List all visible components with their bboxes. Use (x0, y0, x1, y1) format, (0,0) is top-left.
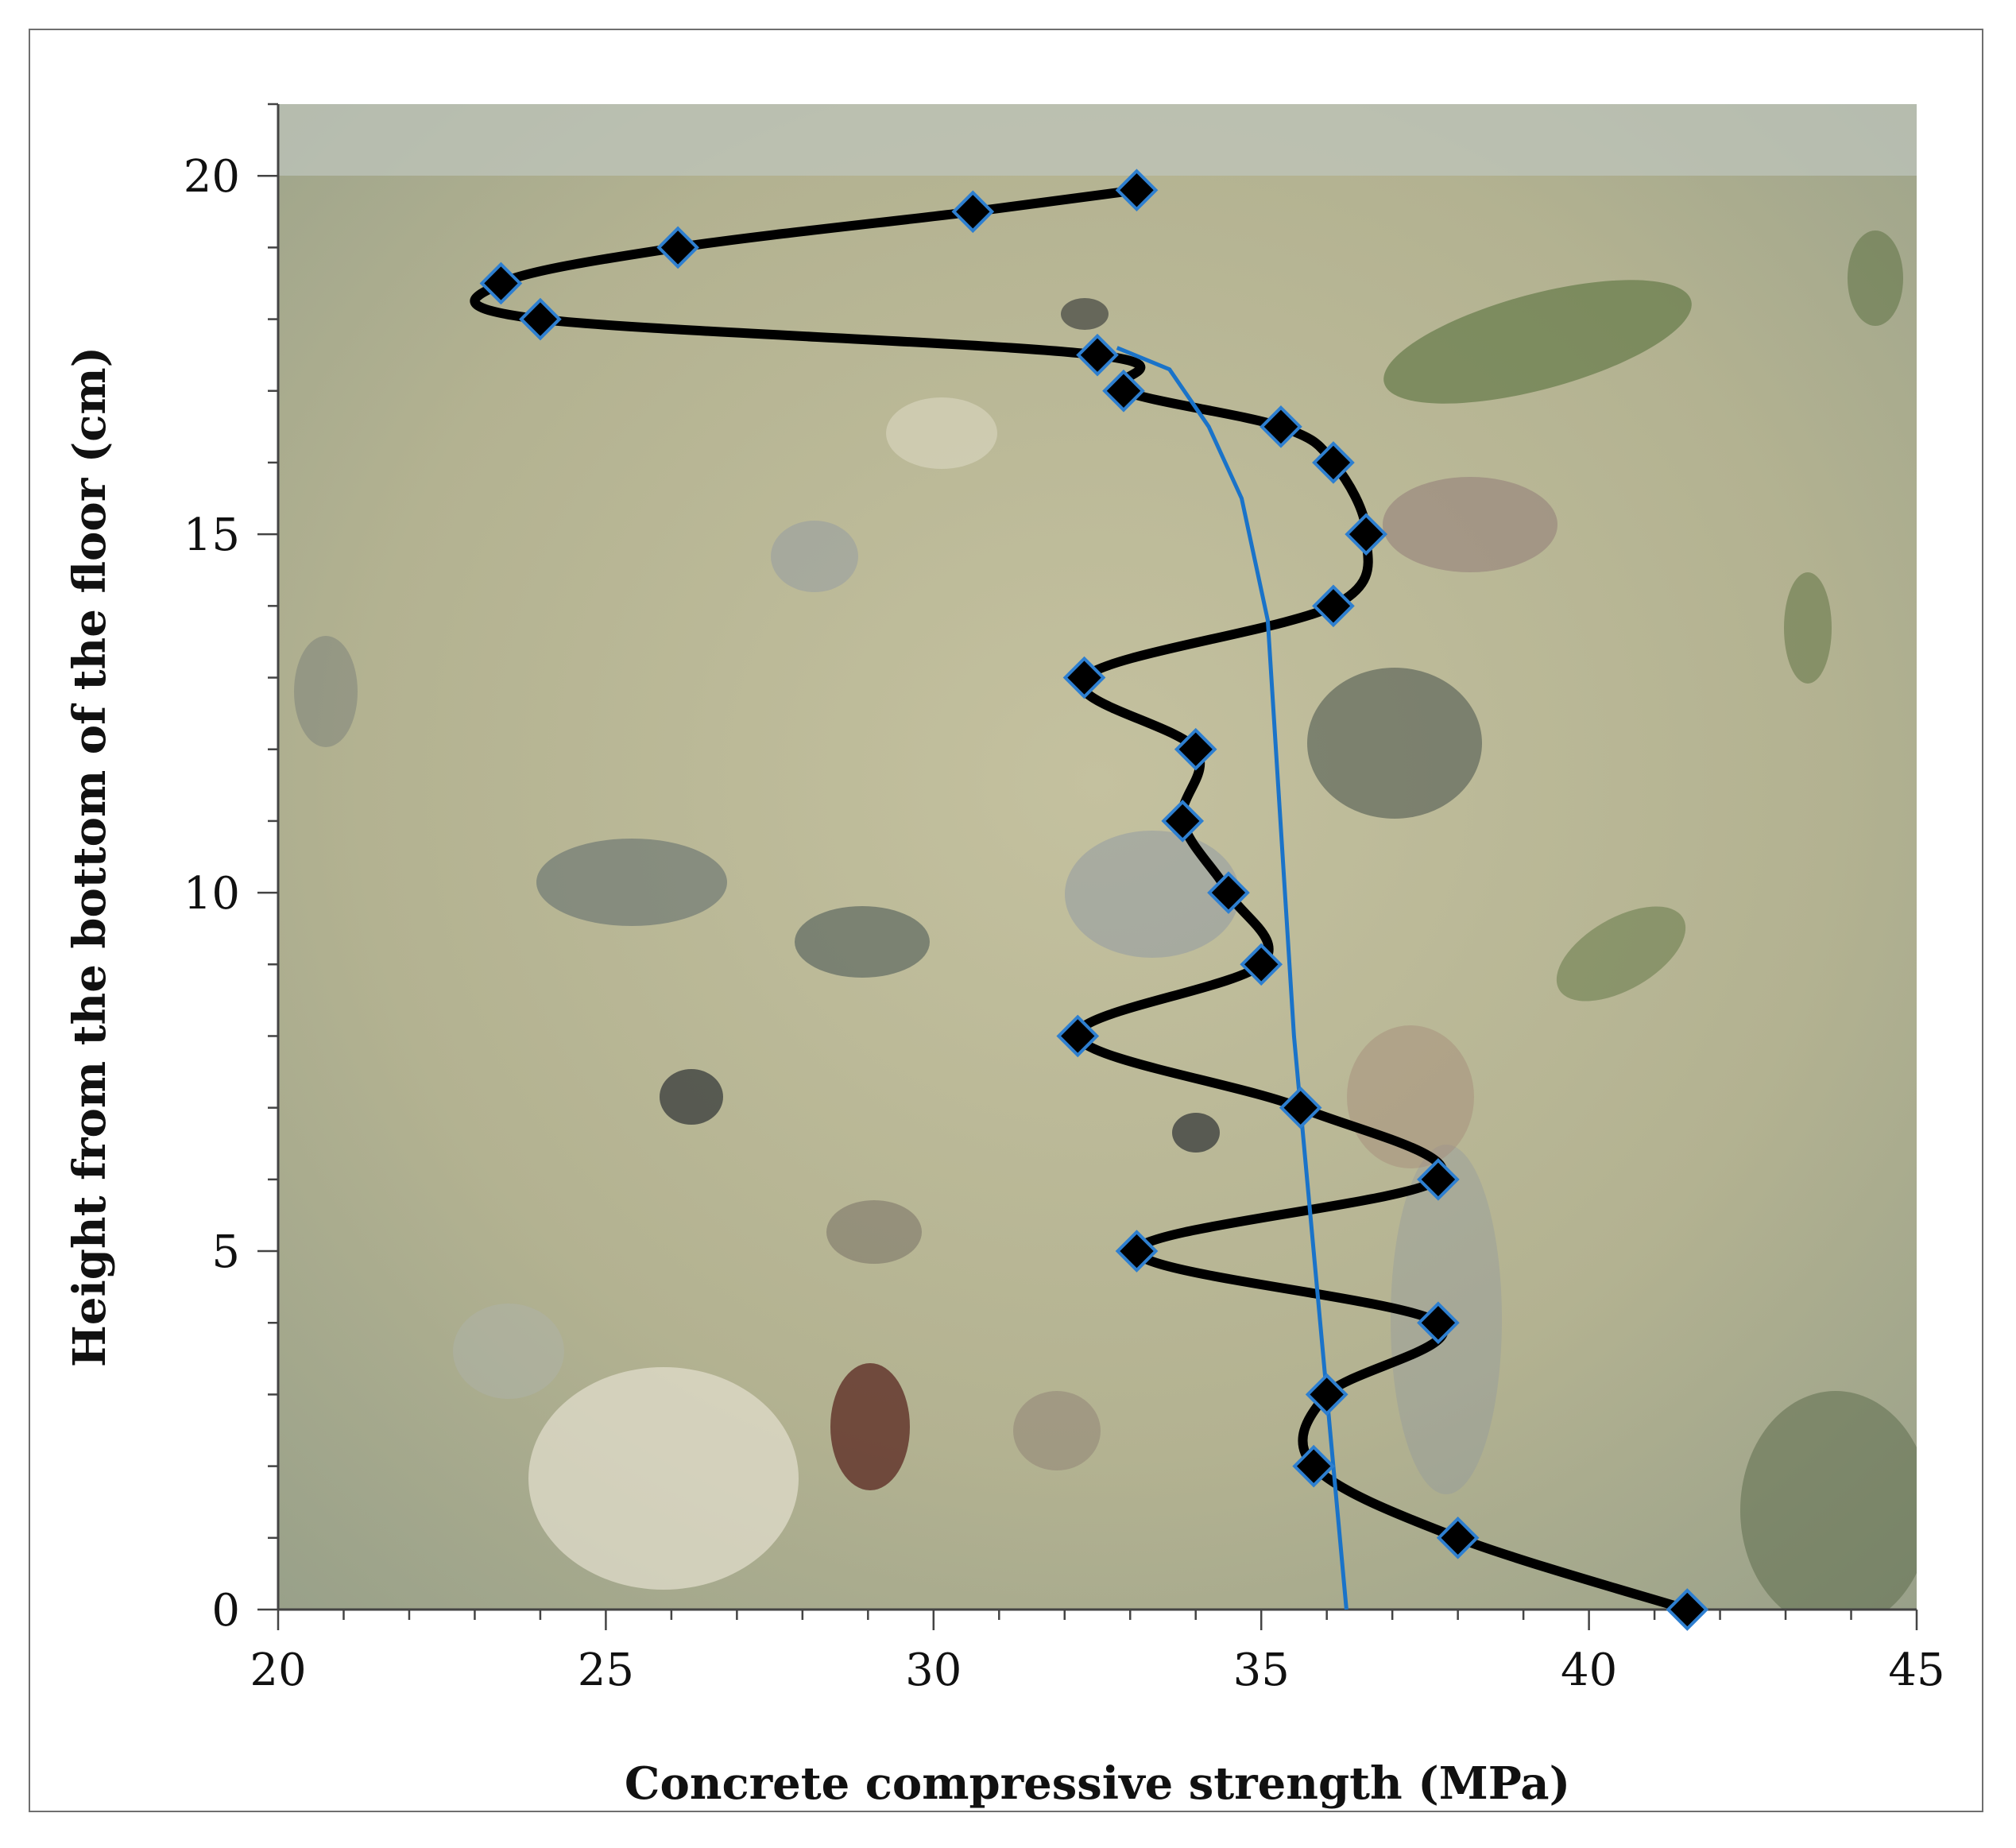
series-layer (470, 169, 1709, 1631)
data-point-marker (1305, 1373, 1349, 1416)
data-point-marker (1666, 1588, 1709, 1631)
data-point-marker (1062, 656, 1106, 699)
x-axis-title: Concrete compressive strength (MPa) (625, 1757, 1570, 1810)
data-point-marker (1240, 943, 1283, 986)
x-tick-label: 40 (1561, 1645, 1617, 1696)
y-tick-label: 15 (184, 509, 240, 561)
data-point-marker (1417, 1301, 1460, 1345)
data-point-marker (1312, 441, 1355, 484)
data-point-marker (1292, 1444, 1336, 1488)
data-point-marker (1076, 333, 1119, 377)
trend-line (1116, 346, 1349, 1610)
data-point-marker (1115, 1230, 1159, 1273)
data-point-marker (1207, 871, 1250, 914)
x-tick-label: 25 (578, 1645, 634, 1696)
y-tick-label: 20 (184, 151, 240, 203)
y-tick-label: 0 (211, 1585, 240, 1637)
y-tick-label: 10 (184, 868, 240, 920)
x-tick-label: 20 (250, 1645, 306, 1696)
data-point-marker (1161, 800, 1205, 843)
data-point-marker (1345, 513, 1387, 556)
x-tick-label: 30 (905, 1645, 962, 1696)
data-point-marker (1312, 584, 1355, 628)
x-tick-label: 45 (1888, 1645, 1944, 1696)
data-point-marker (1174, 727, 1217, 771)
data-point-marker (1417, 1158, 1460, 1201)
y-axis-title: Height from the bottom of the floor (cm) (64, 347, 116, 1367)
axes (277, 104, 1917, 1611)
y-tick-label: 5 (211, 1226, 240, 1278)
concrete-background-photo (278, 104, 1917, 1610)
data-point-marker (479, 262, 523, 305)
data-point-marker (1436, 1516, 1480, 1559)
data-point-marker (519, 297, 562, 341)
data-point-marker (1102, 369, 1145, 413)
data-point-marker (1115, 169, 1159, 212)
data-point-marker (1279, 1086, 1322, 1129)
data-point-marker (656, 226, 699, 269)
data-point-marker (951, 190, 995, 234)
x-tick-label: 35 (1233, 1645, 1290, 1696)
axis-ticks (257, 103, 1918, 1630)
data-point-marker (1260, 405, 1302, 448)
data-point-marker (1056, 1014, 1100, 1058)
axis-tick-labels: 20 25 30 35 40 45 0 5 10 15 20 (184, 151, 1945, 1696)
